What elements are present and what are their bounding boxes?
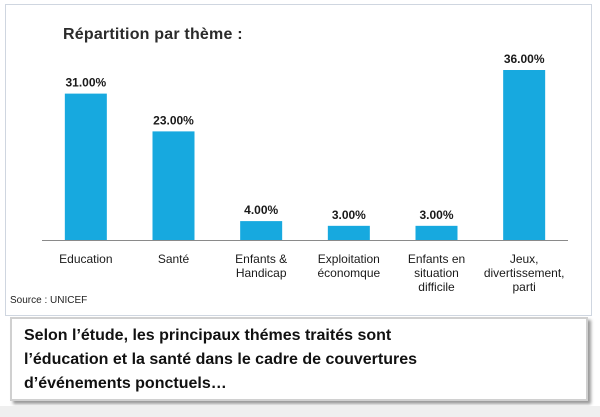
category-label: Exploitation [318, 252, 380, 266]
bar [503, 70, 546, 240]
category-label: Enfants & [235, 252, 287, 266]
caption-line-1: Selon l’étude, les principaux thémes tra… [24, 327, 392, 344]
category-label: Education [59, 252, 112, 266]
value-label: 36.00% [504, 52, 545, 66]
bar [64, 93, 107, 240]
value-label: 4.00% [244, 203, 278, 217]
category-label: Handicap [236, 266, 287, 280]
bar [415, 225, 458, 240]
category-label: difficile [418, 280, 455, 294]
category-label: divertissement, [484, 266, 565, 280]
category-label: Jeux, [510, 252, 539, 266]
bar [327, 225, 370, 240]
value-label: 23.00% [153, 113, 194, 127]
value-label: 31.00% [65, 76, 106, 90]
caption-text: Selon l’étude, les principaux thémes tra… [24, 324, 417, 396]
caption-line-3: d’événements ponctuels… [24, 375, 227, 392]
bar [152, 131, 195, 240]
chart-title: Répartition par thème : [63, 26, 243, 43]
category-label: situation [414, 266, 459, 280]
caption-box: Selon l’étude, les principaux thémes tra… [10, 317, 588, 401]
source-note: Source : UNICEF [10, 295, 88, 306]
category-label: Enfants en [408, 252, 465, 266]
value-label: 3.00% [332, 208, 366, 222]
category-label: Santé [158, 252, 190, 266]
category-label: économque [317, 266, 380, 280]
bar [240, 221, 283, 240]
bottom-strip [0, 406, 600, 417]
bar-chart: 31.00% Education 23.00% Santé 4.00% Enfants &… [42, 52, 568, 294]
value-label: 3.00% [419, 208, 453, 222]
caption-line-2: l’éducation et la santé dans le cadre de… [24, 351, 418, 368]
category-label: parti [512, 280, 535, 294]
